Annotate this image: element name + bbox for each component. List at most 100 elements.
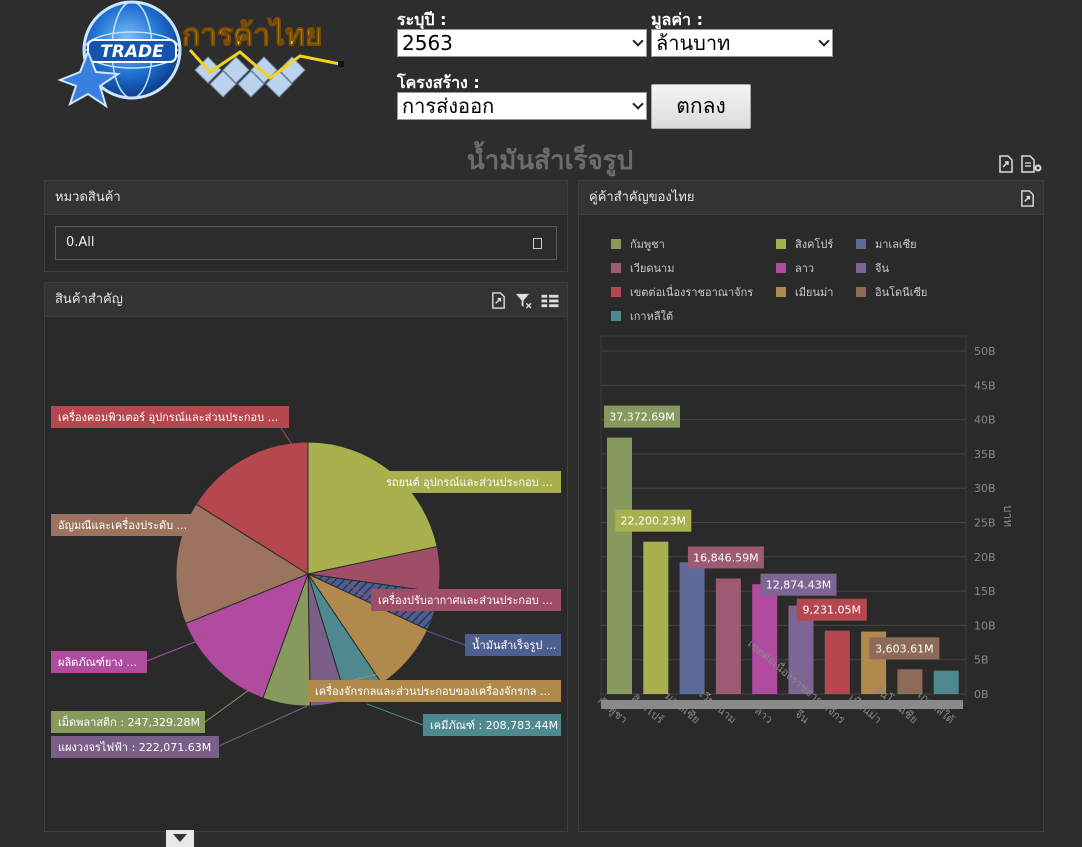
products-pie-chart: รถยนต์ อุปกรณ์และส่วนประกอบ ... เครื่องปร… — [51, 406, 561, 758]
legend-item[interactable]: เขตต่อเนื่องราชอาณาจักร — [630, 284, 753, 299]
bar-value-box — [615, 509, 692, 532]
pie-leader-line — [204, 689, 250, 723]
bar[interactable] — [643, 541, 669, 694]
ok-button[interactable]: ตกลง — [651, 84, 751, 129]
legend-swatch — [611, 311, 621, 321]
x-tick-label: กัมพูชา — [595, 694, 630, 726]
y-tick-label: 0B — [974, 688, 989, 701]
y-tick-label: 35B — [974, 448, 996, 461]
bar-value-label: 12,874.43M — [766, 579, 831, 592]
pie-label-box — [465, 634, 561, 656]
year-select[interactable]: 2563 — [397, 29, 647, 57]
bar-value-box — [760, 573, 837, 596]
export-icon[interactable] — [1019, 190, 1036, 207]
y-tick-label: 10B — [974, 619, 996, 632]
pie-label: เครื่องจักรกลและส่วนประกอบของเครื่องจักร… — [315, 683, 551, 698]
legend-item[interactable]: สิงคโปร์ — [795, 237, 834, 251]
legend-item[interactable]: ลาว — [795, 262, 814, 275]
legend-swatch — [776, 287, 786, 297]
value-label: มูลค่า : — [651, 10, 704, 29]
dropdown-icon — [533, 238, 542, 249]
pie-label: เม็ดพลาสติก : 247,329.28M — [58, 715, 200, 729]
bar-value-box — [869, 637, 940, 660]
legend-item[interactable]: มาเลเซีย — [875, 238, 917, 251]
legend-swatch — [856, 239, 866, 249]
pie-label: แผงวงจรไฟฟ้า : 222,071.63M — [58, 741, 211, 754]
chevron-down-icon — [632, 35, 644, 47]
year-label: ระบุปี : — [397, 10, 447, 29]
bar[interactable] — [607, 437, 632, 694]
x-tick-label: จีน — [792, 707, 812, 727]
pie-label: เครื่องคอมพิวเตอร์ อุปกรณ์และส่วนประกอบ … — [58, 409, 278, 424]
structure-select[interactable]: การส่งออก — [397, 92, 647, 120]
export-icon[interactable] — [997, 155, 1015, 173]
page-title: น้ำมันสำเร็จรูป — [466, 146, 634, 176]
export-icon[interactable] — [490, 292, 507, 309]
pie-label: เคมีภัณฑ์ : 208,783.44M — [430, 719, 558, 732]
structure-select-value: การส่งออก — [402, 94, 495, 118]
category-filter-input[interactable]: 0.All — [55, 226, 557, 260]
bar[interactable] — [933, 670, 959, 694]
partners-bar-chart: กัมพูชา สิงคโปร์ มาเลเซียเวียดนาม ลาว จีนเขต… — [595, 237, 1015, 727]
legend-item[interactable]: กัมพูชา — [630, 238, 665, 251]
trade-logo[interactable]: TRADE การค้าไทย — [40, 0, 350, 110]
document-settings-icon[interactable] — [1020, 155, 1044, 173]
pie-slice[interactable] — [184, 573, 309, 699]
pie-leader-line — [218, 705, 308, 747]
legend-item[interactable]: เกาหลีใต้ — [630, 310, 673, 323]
legend-item[interactable]: เวียดนาม — [630, 262, 674, 275]
bar[interactable] — [715, 578, 741, 694]
pie-leader-line — [190, 524, 200, 529]
star-icon — [57, 49, 121, 109]
category-panel-title: หมวดสินค้า — [45, 181, 567, 215]
chevron-down-icon — [632, 98, 644, 110]
y-tick-label: 25B — [974, 517, 996, 530]
pie-label: เครื่องปรับอากาศและส่วนประกอบ ... — [378, 592, 553, 607]
bar[interactable] — [752, 584, 778, 694]
pie-label-box — [371, 589, 561, 611]
y-tick-label: 20B — [974, 551, 996, 564]
bar-value-box — [604, 405, 680, 428]
structure-label: โครงสร้าง : — [397, 73, 480, 92]
bar[interactable] — [824, 630, 850, 694]
bar-value-label: 9,231.05M — [803, 604, 861, 617]
legend-swatch — [776, 263, 786, 273]
y-tick-label: 45B — [974, 379, 996, 392]
bar-value-label: 3,603.61M — [875, 642, 933, 655]
pie-leader-line — [366, 703, 424, 726]
chart-scrollbar[interactable] — [601, 700, 963, 709]
bar-value-box — [796, 598, 867, 621]
pie-label-box — [51, 406, 289, 428]
bar-value-label: 16,846.59M — [693, 551, 758, 564]
pie-slice[interactable] — [195, 441, 309, 575]
scroll-down-button[interactable] — [166, 830, 194, 847]
legend-swatch — [611, 287, 621, 297]
products-panel-title: สินค้าสำคัญ — [45, 283, 567, 317]
bar[interactable] — [897, 669, 923, 694]
pie-label-box — [51, 736, 219, 758]
legend-swatch — [856, 263, 866, 273]
partners-panel-title: คู่ค้าสำคัญของไทย — [579, 181, 1043, 215]
pie-label-box — [379, 471, 561, 493]
pie-label-box — [51, 514, 191, 536]
legend-item[interactable]: จีน — [874, 262, 889, 275]
bar-value-label: 22,200.23M — [621, 515, 686, 528]
pie-label-box — [423, 714, 561, 736]
y-tick-label: 30B — [974, 482, 996, 495]
pie-slice[interactable] — [175, 503, 310, 625]
pie-leader-line — [347, 583, 372, 601]
legend-item[interactable]: อินโดนีเซีย — [875, 285, 928, 299]
pie-leader-line — [426, 630, 466, 646]
table-view-icon[interactable] — [540, 292, 560, 309]
value-select[interactable]: ล้านบาท — [651, 29, 833, 57]
pie-label: น้ำมันสำเร็จรูป ... — [472, 637, 556, 652]
y-tick-label: 40B — [974, 414, 996, 427]
legend-swatch — [856, 287, 866, 297]
chevron-down-icon — [818, 35, 830, 47]
bar[interactable] — [679, 562, 705, 694]
svg-text:TRADE: TRADE — [100, 42, 164, 62]
legend-item[interactable]: เมียนม่า — [795, 286, 833, 299]
clear-filter-icon[interactable] — [515, 292, 532, 309]
pie-leader-line — [280, 427, 294, 447]
pie-leader-line — [146, 637, 206, 662]
